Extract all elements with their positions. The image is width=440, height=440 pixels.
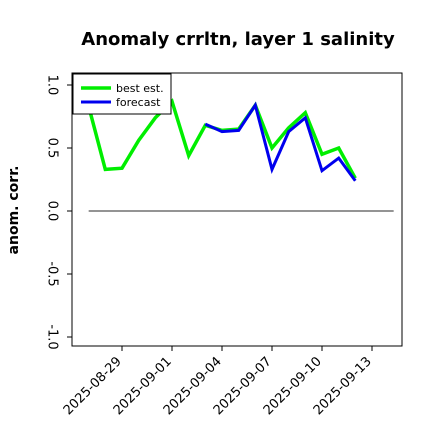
y-tick-label: -0.5 (45, 261, 60, 286)
plot-area-frame (71, 72, 403, 347)
y-axis: -1.0 -0.5 0.0 0.5 1.0 (45, 75, 72, 350)
y-tick-label: 0.0 (45, 201, 60, 222)
x-axis: 2025-08-292025-09-012025-09-042025-09-07… (61, 346, 375, 418)
legend-label-forecast: forecast (116, 96, 161, 109)
y-tick-label: 1.0 (45, 75, 60, 96)
legend-box (72, 73, 172, 115)
y-tick-label: 0.5 (45, 138, 60, 159)
y-tick-label: -1.0 (45, 324, 60, 349)
legend-label-best-est: best est. (116, 82, 164, 95)
chart-title: Anomaly crrltn, layer 1 salinity (81, 29, 395, 50)
series-layer (87, 98, 357, 182)
legend: best est. forecast (72, 73, 172, 115)
y-axis-label: anom. corr. (6, 166, 22, 255)
series-line-forecast (204, 101, 357, 182)
